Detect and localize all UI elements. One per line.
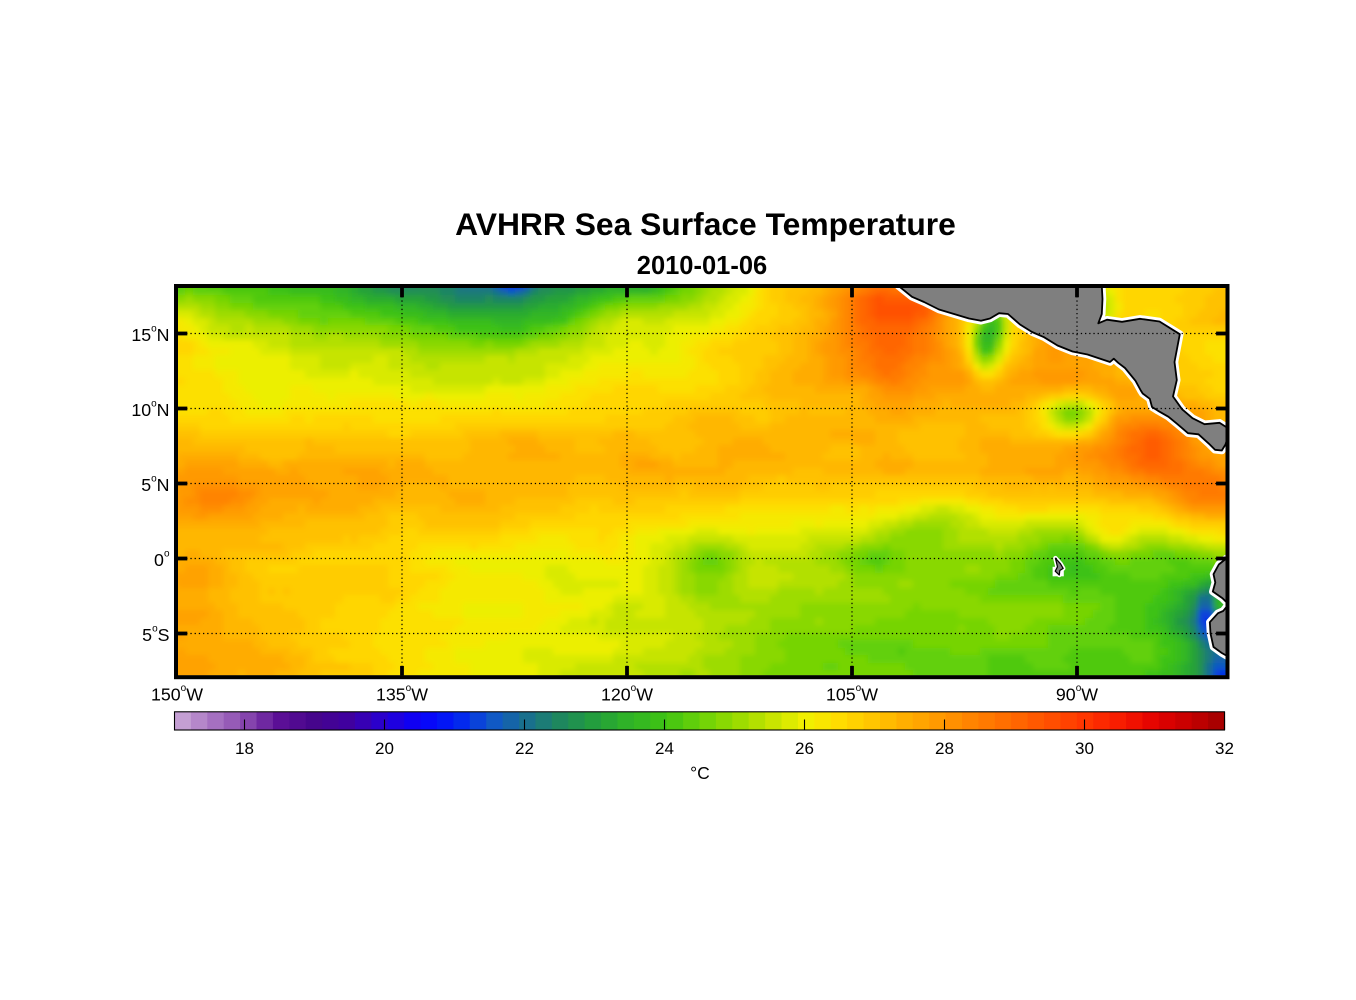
svg-text:120oW: 120oW <box>601 683 653 705</box>
svg-text:150oW: 150oW <box>151 683 203 705</box>
svg-text:28: 28 <box>935 739 954 758</box>
svg-text:24: 24 <box>655 739 674 758</box>
svg-text:10oN: 10oN <box>131 399 169 421</box>
svg-text:18: 18 <box>235 739 254 758</box>
svg-text:5oS: 5oS <box>142 624 169 646</box>
svg-text:22: 22 <box>515 739 534 758</box>
svg-text:90oW: 90oW <box>1056 683 1098 705</box>
svg-text:AVHRR Sea Surface Temperature: AVHRR Sea Surface Temperature <box>455 206 956 242</box>
svg-text:15oN: 15oN <box>131 324 169 346</box>
svg-text:°C: °C <box>690 763 710 783</box>
svg-text:26: 26 <box>795 739 814 758</box>
svg-text:32: 32 <box>1215 739 1234 758</box>
svg-text:2010-01-06: 2010-01-06 <box>637 252 767 280</box>
svg-text:20: 20 <box>375 739 394 758</box>
svg-text:135oW: 135oW <box>376 683 428 705</box>
svg-text:30: 30 <box>1075 739 1094 758</box>
svg-text:105oW: 105oW <box>826 683 878 705</box>
svg-text:5oN: 5oN <box>141 474 169 496</box>
